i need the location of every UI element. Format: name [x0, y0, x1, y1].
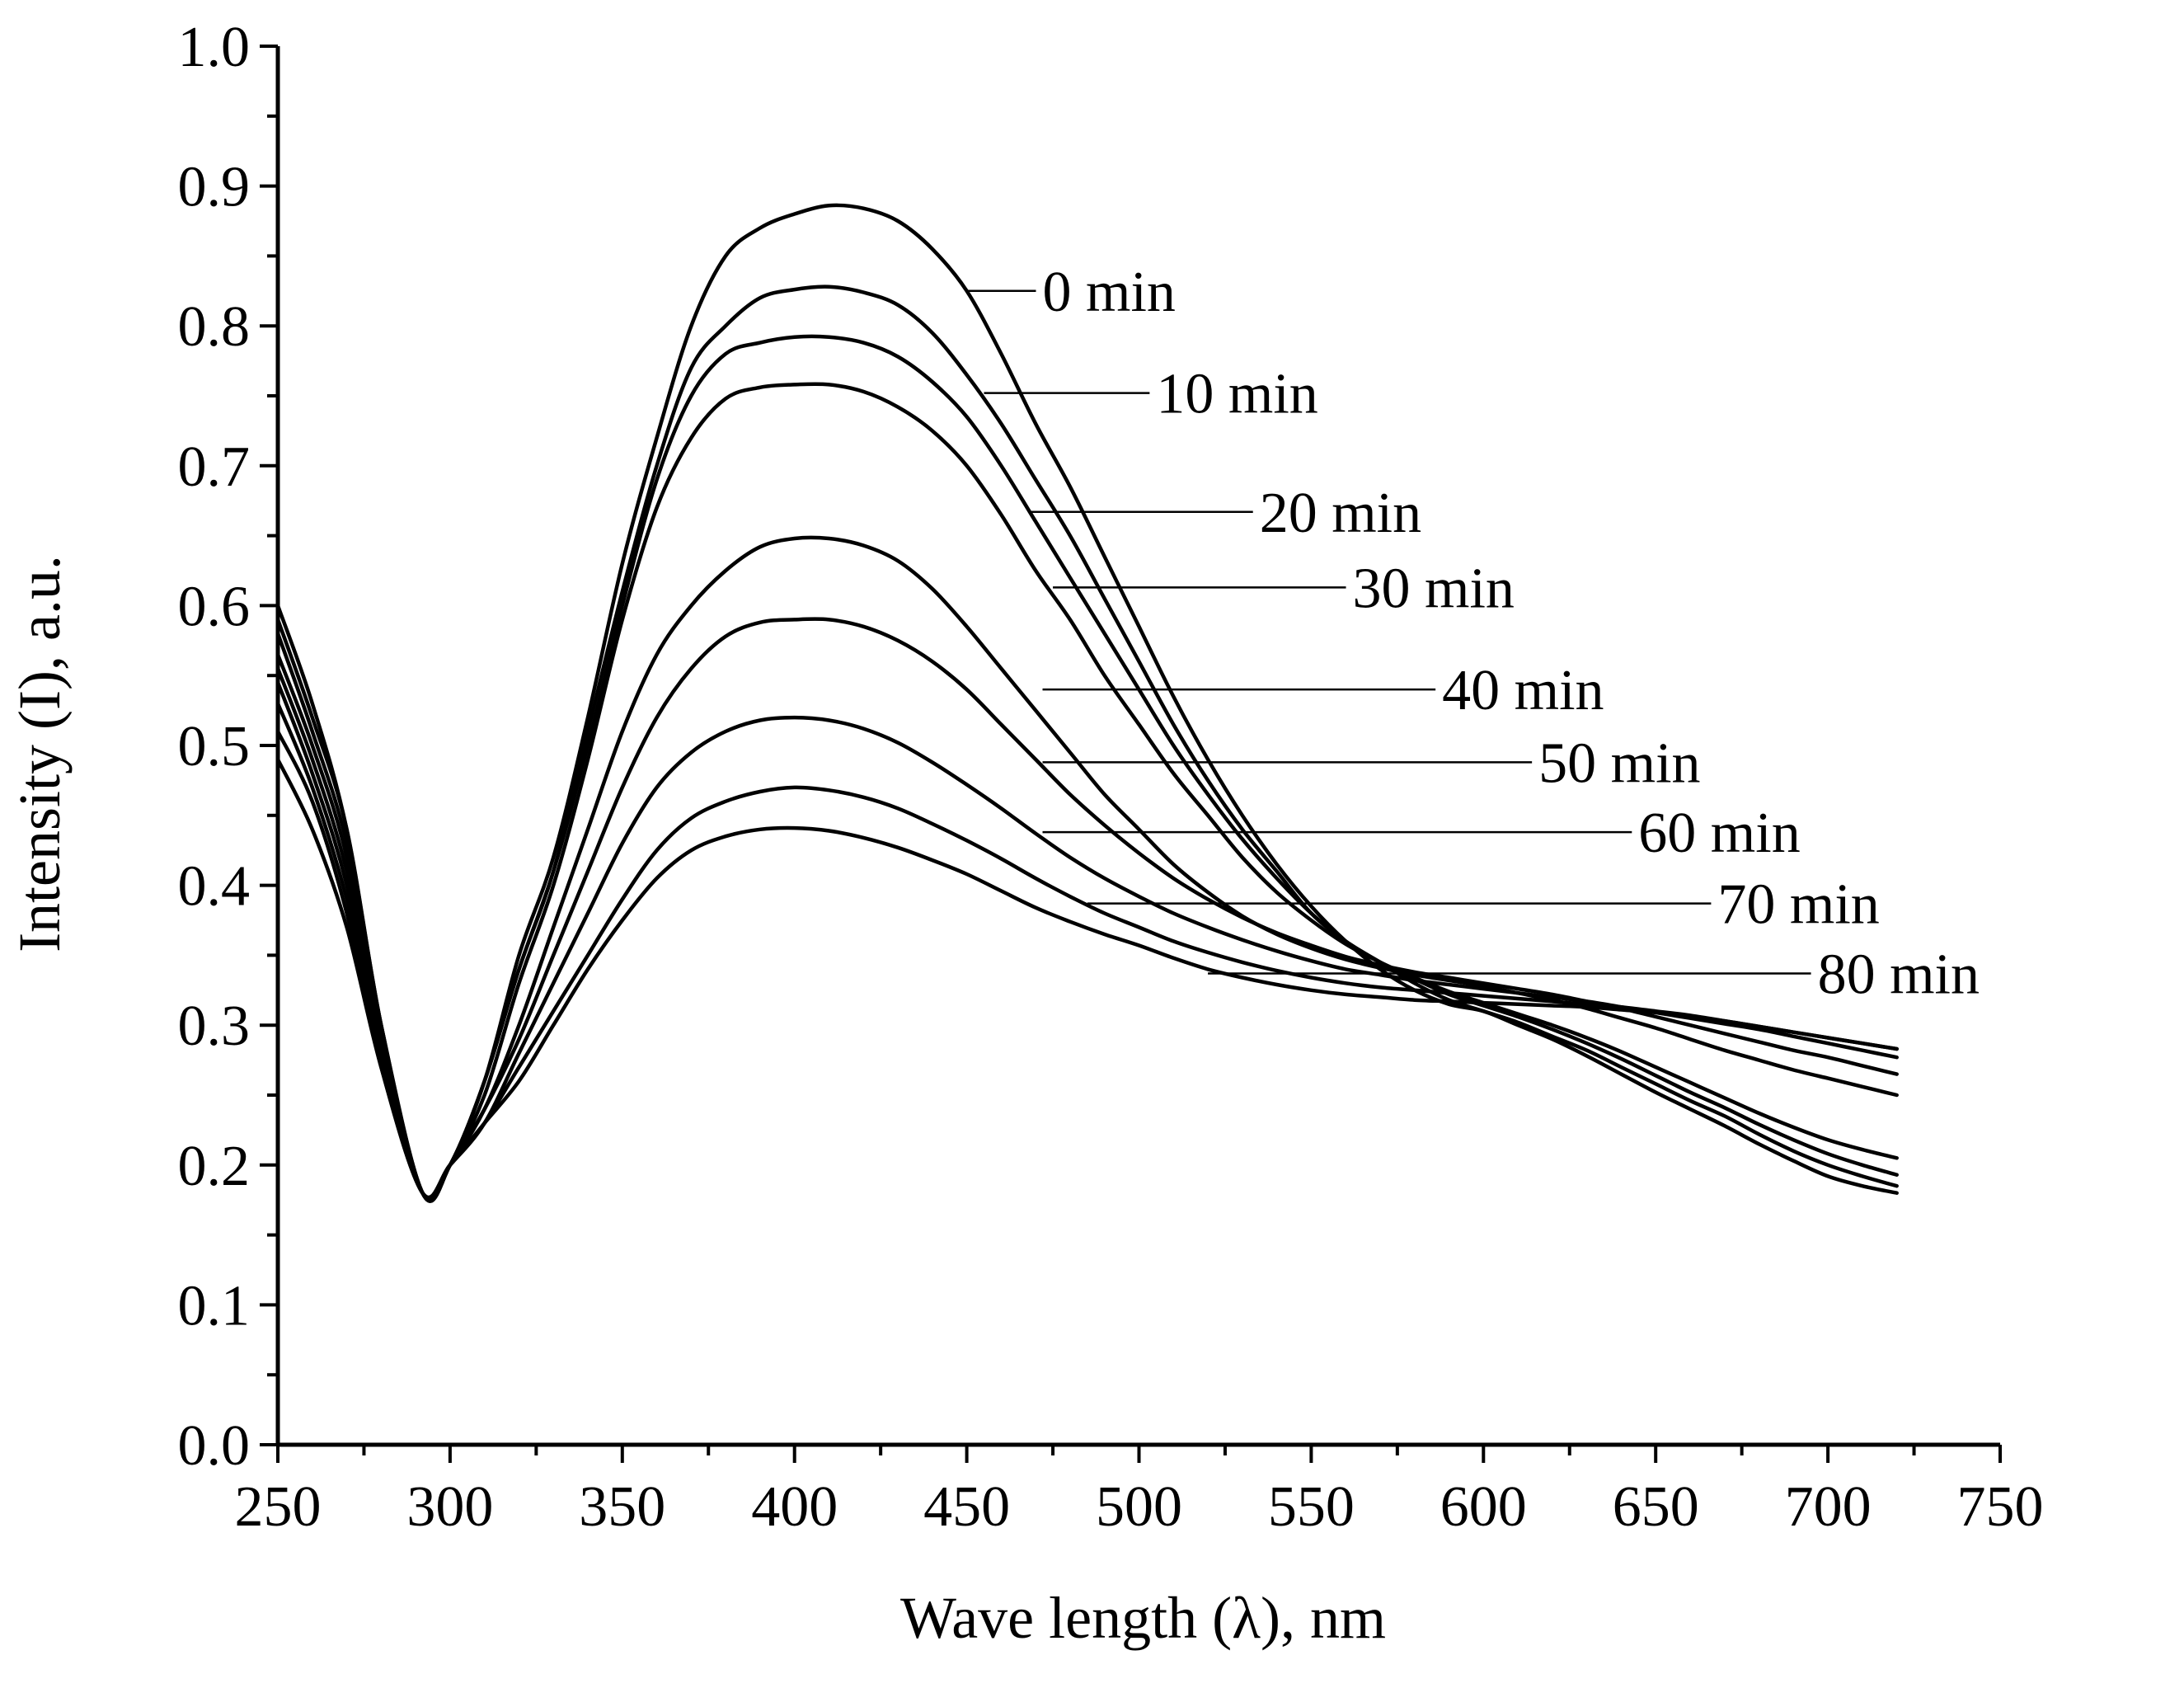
x-tick-label: 700 [1785, 1475, 1872, 1539]
y-tick-label: 0.3 [178, 994, 251, 1058]
series-label: 0 min [1043, 261, 1176, 324]
series-label: 60 min [1638, 802, 1800, 865]
tick-labels: 250 300 350 400 450 500 550 600 650 700 750 0.0 0.1 0… [178, 16, 2044, 1539]
series-line-80-min [275, 757, 1899, 1200]
series-line-50-min [275, 617, 1899, 1201]
y-tick-label: 0.4 [178, 855, 251, 919]
axes [260, 45, 2002, 1463]
y-tick-label: 0.9 [178, 156, 251, 219]
x-tick-label: 500 [1096, 1475, 1182, 1539]
series-label: 10 min [1156, 363, 1317, 426]
y-tick-label: 0.2 [178, 1135, 251, 1198]
series-label: 70 min [1717, 873, 1879, 937]
y-tick-label: 0.0 [178, 1414, 251, 1478]
series-line-30-min [275, 382, 1899, 1202]
series-label: 50 min [1538, 731, 1700, 795]
x-tick-label: 600 [1440, 1475, 1527, 1539]
curves [275, 203, 1899, 1203]
x-tick-label: 450 [923, 1475, 1010, 1539]
series-label: 30 min [1353, 557, 1515, 620]
series-line-20-min [275, 334, 1899, 1203]
x-tick-label: 300 [406, 1475, 493, 1539]
y-axis-title: Intensity (I), a.u. [7, 555, 73, 952]
series-leaders [966, 289, 1811, 975]
y-tick-label: 0.1 [178, 1274, 251, 1338]
x-tick-label: 350 [579, 1475, 665, 1539]
series-label: 20 min [1260, 482, 1421, 545]
series-label: 40 min [1442, 659, 1604, 722]
y-tick-label: 0.7 [178, 435, 251, 499]
series-label: 80 min [1818, 943, 1980, 1006]
x-tick-label: 750 [1957, 1475, 2044, 1539]
series-labels: 0 min 10 min 20 min 30 min 40 min 50 min 60 mi… [1043, 261, 1980, 1007]
x-tick-label: 650 [1613, 1475, 1699, 1539]
x-tick-label: 400 [751, 1475, 838, 1539]
y-tick-label: 0.5 [178, 715, 251, 778]
x-axis-title: Wave length (λ), nm [900, 1585, 1386, 1651]
x-tick-label: 250 [235, 1475, 322, 1539]
y-tick-label: 0.8 [178, 295, 251, 359]
y-tick-label: 1.0 [178, 16, 251, 79]
y-tick-label: 0.6 [178, 575, 251, 638]
x-tick-label: 550 [1268, 1475, 1355, 1539]
